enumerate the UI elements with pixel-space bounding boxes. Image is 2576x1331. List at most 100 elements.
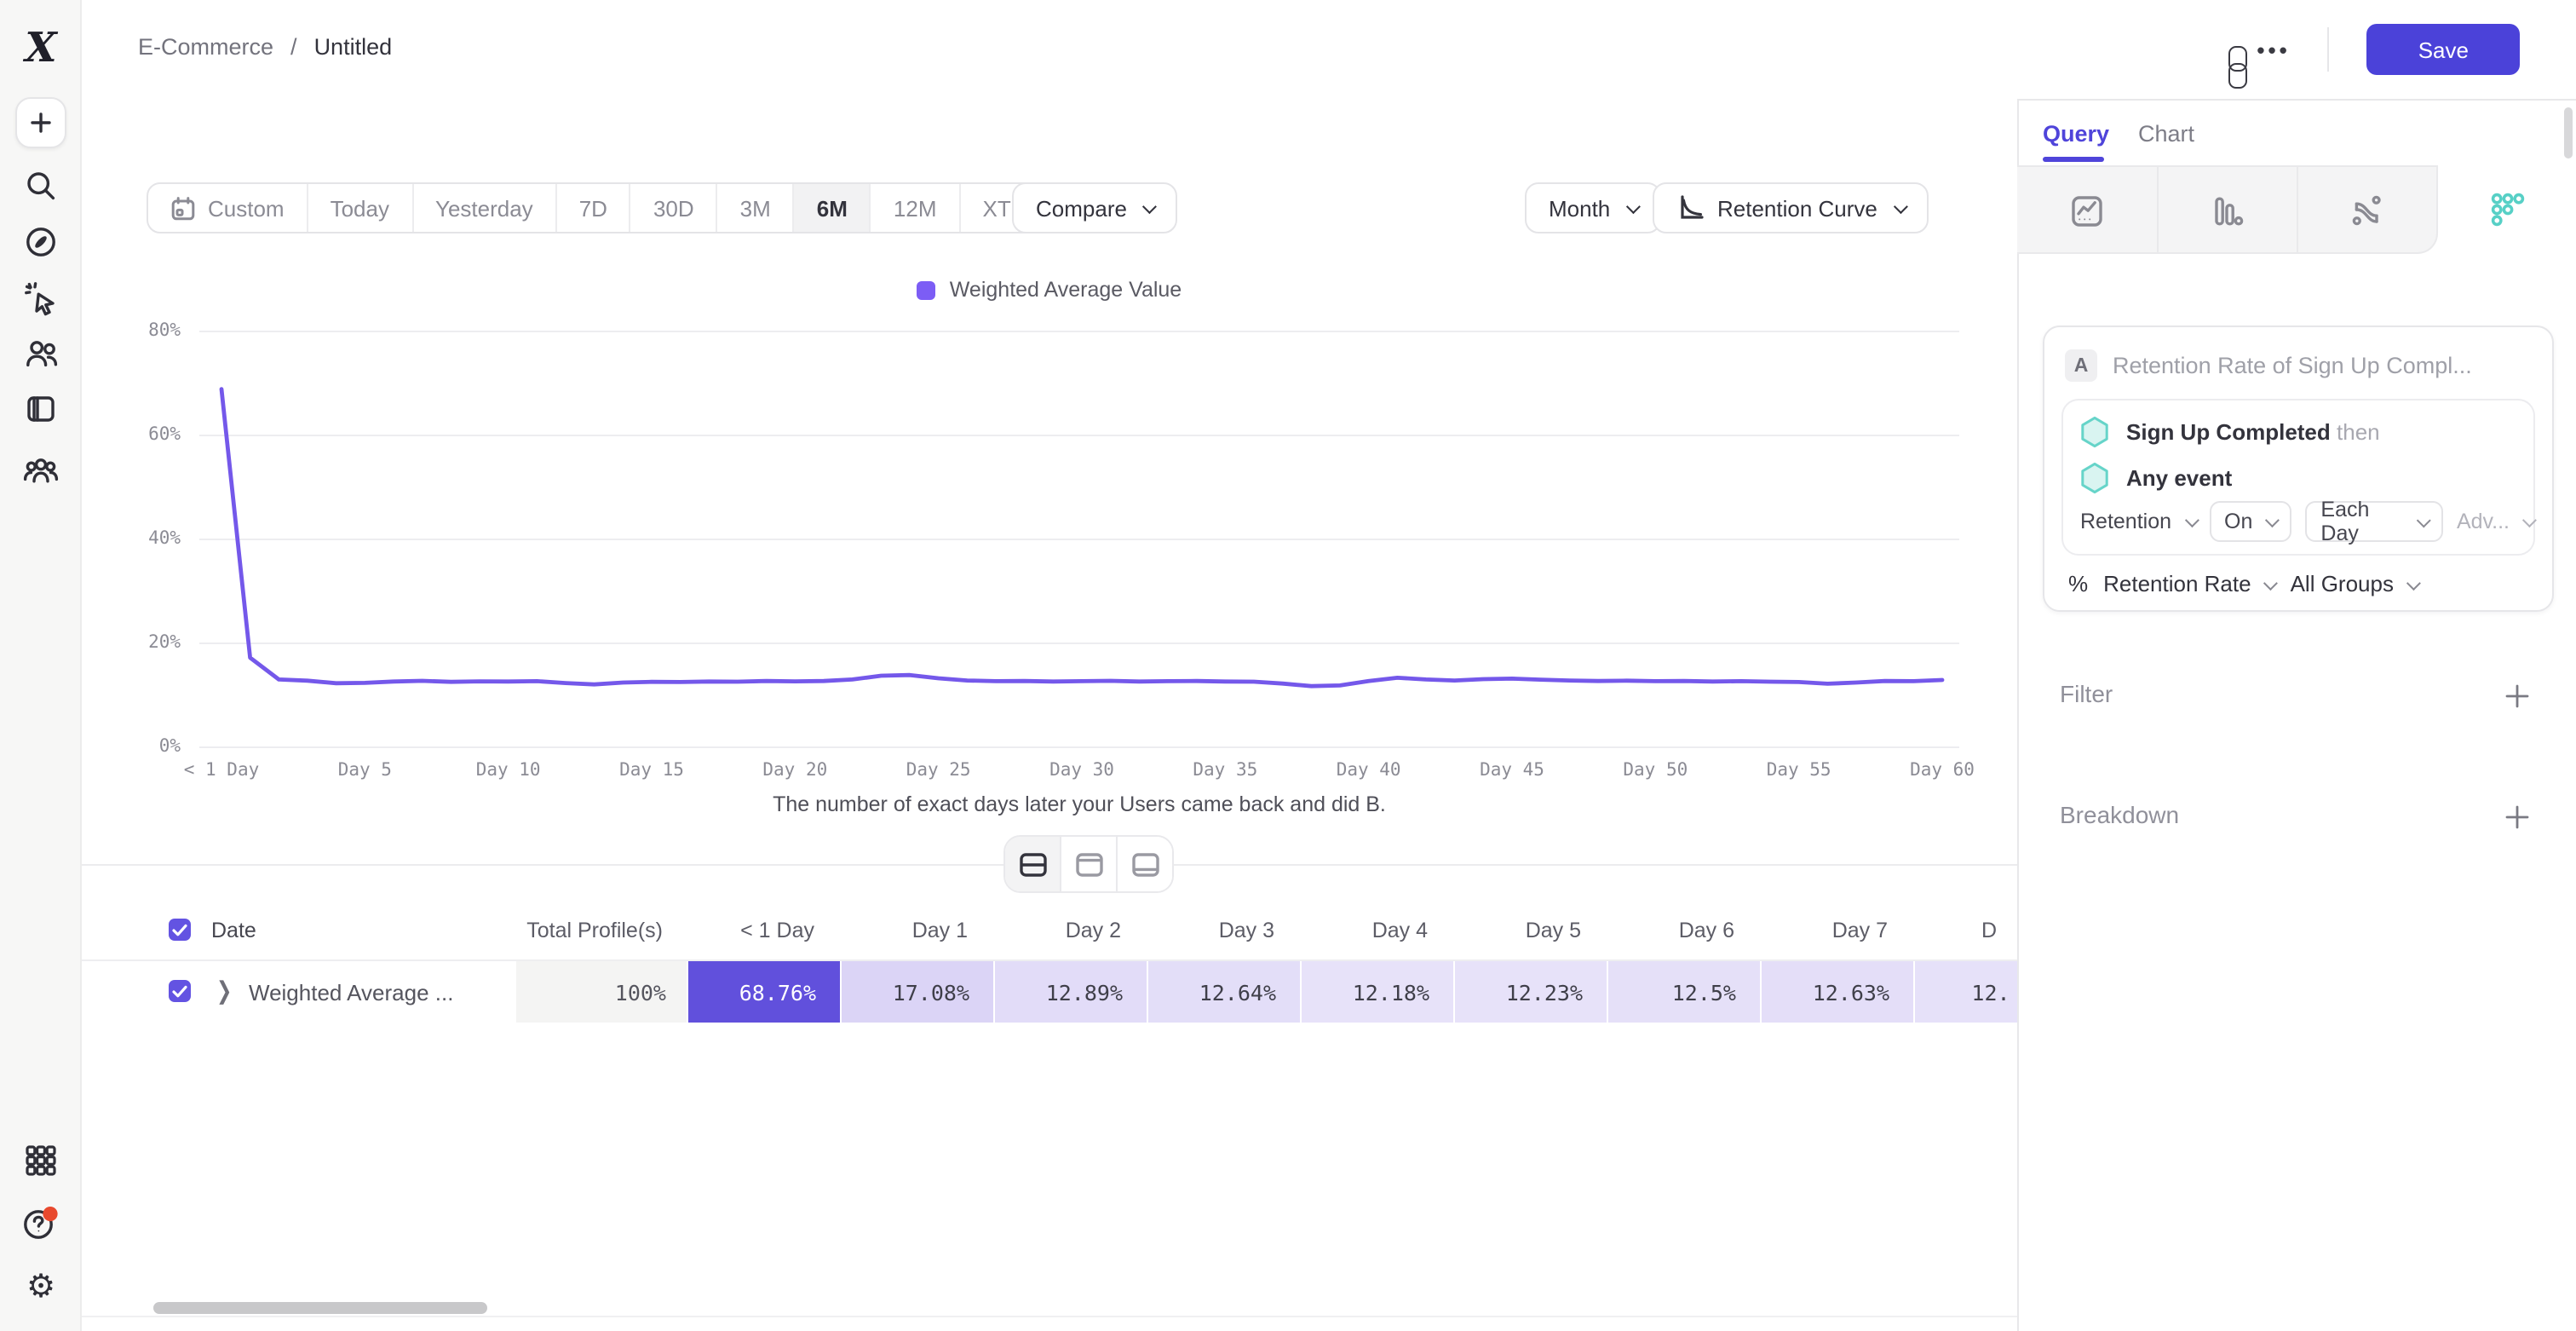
tab-query[interactable]: Query (2043, 121, 2110, 147)
layout-table-only-button[interactable] (1118, 837, 1172, 891)
flows-report-tab[interactable] (2297, 167, 2436, 256)
retention-value-cell[interactable]: 12.63% (1762, 961, 1913, 1023)
compare-dropdown[interactable]: Compare (1012, 182, 1178, 233)
view-type-dropdown[interactable]: Retention Curve (1653, 182, 1929, 233)
chevron-down-icon (1893, 199, 1908, 215)
tab-chart[interactable]: Chart (2138, 121, 2195, 147)
gridline (199, 746, 1959, 748)
events-cursor-click-icon[interactable] (0, 279, 82, 317)
breadcrumb-page-title[interactable]: Untitled (313, 34, 393, 60)
column-header-day[interactable]: Day 4 (1371, 919, 1428, 942)
query-title[interactable]: Retention Rate of Sign Up Compl... (2113, 353, 2472, 378)
chart-legend[interactable]: Weighted Average Value (82, 278, 2017, 302)
row-checkbox[interactable] (169, 980, 191, 1002)
help-icon[interactable] (0, 1203, 82, 1244)
on-dropdown[interactable]: On (2209, 501, 2292, 542)
top-panel-icon (1075, 852, 1102, 876)
funnels-report-tab[interactable] (2157, 167, 2297, 256)
range-6m-selected[interactable]: 6M (794, 184, 871, 232)
range-3m[interactable]: 3M (718, 184, 795, 232)
percent-symbol: % (2068, 571, 2089, 596)
mixpanel-logo-icon[interactable]: X (25, 22, 57, 72)
divider (2327, 27, 2330, 72)
range-custom[interactable]: Custom (148, 184, 308, 232)
first-event-row[interactable]: Sign Up Completed then (2080, 416, 2380, 448)
return-event-row[interactable]: Any event (2080, 462, 2232, 494)
interval-dropdown[interactable]: Each Day (2305, 498, 2443, 545)
query-panel: Query Chart (2017, 99, 2576, 1331)
column-header-day[interactable]: Day 2 (1065, 919, 1121, 942)
retention-value-cell[interactable]: 17.08% (842, 961, 993, 1023)
insights-report-tab[interactable] (2017, 167, 2157, 256)
event-hexagon-icon (2081, 462, 2108, 494)
search-icon[interactable] (0, 167, 82, 205)
explore-compass-icon[interactable] (0, 223, 82, 261)
y-axis-label: 20% (148, 632, 181, 653)
step-letter-badge: A (2065, 349, 2097, 382)
left-sidebar: X (0, 0, 82, 1331)
granularity-dropdown[interactable]: Month (1525, 182, 1662, 233)
plus-icon (15, 97, 66, 148)
retention-mode-dropdown[interactable]: Retention (2080, 510, 2199, 533)
panel-scrollbar[interactable] (2564, 107, 2573, 158)
row-label[interactable]: Weighted Average ... (249, 980, 454, 1005)
retention-value-cell[interactable]: 12.18% (1302, 961, 1453, 1023)
groups-dropdown[interactable]: All Groups (2291, 571, 2421, 596)
retention-value-cell[interactable]: 68.76% (688, 961, 840, 1023)
layout-split-button[interactable] (1005, 837, 1061, 891)
users-icon[interactable] (0, 334, 82, 372)
y-axis-label: 80% (148, 320, 181, 341)
y-axis-label: 40% (148, 528, 181, 549)
retention-value-cell[interactable]: 12.89% (995, 961, 1147, 1023)
top-bar: E-Commerce / Untitled ••• Save (82, 0, 2576, 99)
column-header-day[interactable]: Day 1 (911, 919, 968, 942)
range-7d[interactable]: 7D (557, 184, 631, 232)
column-header-day[interactable]: Day 5 (1525, 919, 1581, 942)
x-axis-label: Day 60 (1910, 760, 1975, 781)
row-expand-chevron[interactable]: ❯ (216, 978, 233, 1005)
retention-icon (2491, 193, 2525, 227)
save-button[interactable]: Save (2366, 24, 2520, 75)
layout-chart-only-button[interactable] (1061, 837, 1118, 891)
cohorts-icon[interactable] (0, 450, 82, 491)
range-30d[interactable]: 30D (631, 184, 718, 232)
x-axis-label: Day 55 (1766, 760, 1831, 781)
add-breakdown-button[interactable] (2501, 801, 2532, 832)
retention-value-cell[interactable]: 12. (1915, 961, 2017, 1023)
column-header-date[interactable]: Date (211, 919, 256, 942)
column-header-day[interactable]: Day 7 (1831, 919, 1888, 942)
x-axis-label: Day 25 (906, 760, 971, 781)
range-12m[interactable]: 12M (871, 184, 961, 232)
bottom-panel-icon (1131, 852, 1159, 876)
date-range-control: Custom Today Yesterday 7D 30D 3M 6M 12M … (147, 182, 1077, 233)
advanced-dropdown[interactable]: Adv... (2457, 510, 2537, 533)
settings-gear-icon[interactable]: ⚙ (26, 1267, 56, 1305)
chart-caption: The number of exact days later your User… (773, 792, 1386, 816)
retention-report-tab-selected[interactable] (2438, 165, 2576, 254)
apps-grid-icon[interactable] (0, 1142, 82, 1179)
retention-value-cell[interactable]: 12.64% (1148, 961, 1300, 1023)
boards-icon[interactable] (0, 390, 82, 428)
calendar-icon (171, 196, 195, 220)
plus-icon (2504, 683, 2528, 707)
event-hexagon-icon (2081, 416, 2108, 448)
breadcrumb-workspace[interactable]: E-Commerce (138, 34, 274, 60)
flows-icon (2352, 195, 2381, 226)
add-filter-button[interactable] (2501, 680, 2532, 711)
chevron-down-icon (2265, 513, 2280, 528)
more-menu-button[interactable]: ••• (2257, 37, 2291, 62)
select-all-checkbox[interactable] (169, 919, 191, 941)
retention-value-cell[interactable]: 12.5% (1608, 961, 1760, 1023)
range-today[interactable]: Today (308, 184, 413, 232)
range-yesterday[interactable]: Yesterday (413, 184, 557, 232)
retention-line-series (219, 387, 1945, 689)
column-header-total[interactable]: Total Profile(s) (526, 919, 663, 942)
column-header-day[interactable]: Day 3 (1218, 919, 1274, 942)
column-header-day[interactable]: Day 6 (1678, 919, 1734, 942)
metric-dropdown[interactable]: Retention Rate (2103, 571, 2279, 596)
create-button[interactable] (0, 95, 82, 150)
horizontal-scrollbar[interactable] (153, 1302, 487, 1314)
retention-value-cell[interactable]: 12.23% (1455, 961, 1607, 1023)
column-header-day[interactable]: D (1981, 919, 1998, 942)
column-header-day[interactable]: < 1 Day (740, 919, 814, 942)
